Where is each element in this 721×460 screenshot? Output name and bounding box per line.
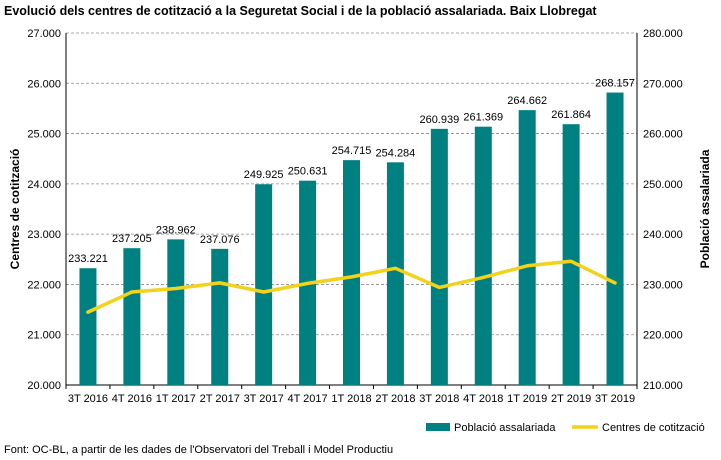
x-tick-label: 3T 2017 xyxy=(244,393,284,405)
line-point xyxy=(174,286,178,291)
bar xyxy=(123,248,141,385)
legend-line-label: Centres de cotització xyxy=(602,422,705,434)
bar-data-label: 238.962 xyxy=(156,224,196,236)
y-right-tick-label: 260.000 xyxy=(643,129,683,141)
x-tick-label: 2T 2018 xyxy=(375,393,415,405)
y-right-tick-label: 270.000 xyxy=(643,78,683,90)
y-left-tick-label: 23.000 xyxy=(27,229,61,241)
bar xyxy=(430,128,448,385)
bar xyxy=(562,124,580,385)
line-point xyxy=(349,275,354,279)
bar xyxy=(211,248,229,385)
x-tick-label: 2T 2019 xyxy=(551,393,591,405)
bar-data-label: 250.631 xyxy=(288,166,328,178)
source-note: Font: OC-BL, a partir de les dades de l'… xyxy=(4,444,394,456)
line-point xyxy=(481,275,485,279)
y-left-tick-label: 20.000 xyxy=(27,380,61,392)
line-point xyxy=(525,264,529,268)
bar xyxy=(343,160,360,385)
y-right-tick-label: 220.000 xyxy=(643,330,683,342)
x-tick-label: 1T 2018 xyxy=(331,393,371,405)
y-right-tick-label: 210.000 xyxy=(643,380,683,392)
x-tick-label: 1T 2019 xyxy=(507,393,547,405)
legend-bar-swatch xyxy=(426,423,450,431)
bar xyxy=(518,110,536,385)
line-point xyxy=(86,310,90,314)
line-point xyxy=(613,281,617,285)
y-right-axis-title: Població assalariada xyxy=(698,149,712,268)
bar-data-label: 233.221 xyxy=(68,253,108,265)
line-point xyxy=(305,281,310,286)
y-right-tick-label: 280.000 xyxy=(643,28,683,40)
y-left-tick-label: 25.000 xyxy=(27,129,61,141)
bar-data-label: 254.715 xyxy=(332,145,372,157)
x-tick-label: 3T 2019 xyxy=(595,393,635,405)
bar-data-label: 260.939 xyxy=(419,114,459,126)
x-tick-label: 2T 2017 xyxy=(200,393,240,405)
bar xyxy=(606,92,624,385)
bar xyxy=(79,268,97,385)
bar xyxy=(255,184,273,385)
legend-bar-label: Població assalariada xyxy=(454,422,556,434)
y-right-tick-label: 250.000 xyxy=(643,179,683,191)
y-left-tick-label: 24.000 xyxy=(27,179,61,191)
bar-data-label: 237.076 xyxy=(200,234,240,246)
line-point xyxy=(218,281,222,285)
bar xyxy=(386,162,404,385)
bar xyxy=(474,126,492,385)
y-left-tick-label: 22.000 xyxy=(27,279,61,291)
y-left-tick-label: 26.000 xyxy=(27,78,61,90)
x-tick-label: 3T 2016 xyxy=(68,393,108,405)
x-tick-label: 3T 2018 xyxy=(419,393,459,405)
y-left-tick-label: 27.000 xyxy=(27,28,61,40)
line-point xyxy=(130,290,134,294)
chart: 20.000 21.000 22.000 23.000 24.000 25.000 26.0… xyxy=(8,28,712,434)
bar-data-label: 264.662 xyxy=(507,95,547,107)
y-left-tick-label: 21.000 xyxy=(27,330,61,342)
y-left-axis-title: Centres de cotització xyxy=(8,149,22,270)
line-point xyxy=(393,266,398,270)
chart-title: Evolució dels centres de cotització a la… xyxy=(4,4,597,18)
bar-data-label: 261.369 xyxy=(463,112,503,124)
bar-data-label: 268.157 xyxy=(595,78,635,90)
bar xyxy=(167,239,185,385)
bar-data-label: 249.925 xyxy=(244,169,284,181)
y-right-tick-label: 230.000 xyxy=(643,279,683,291)
bar-data-label: 237.205 xyxy=(112,233,152,245)
x-tick-label: 4T 2016 xyxy=(112,393,152,405)
x-tick-label: 1T 2017 xyxy=(156,393,196,405)
x-tick-label: 4T 2017 xyxy=(287,393,327,405)
line-point xyxy=(262,290,266,294)
y-right-tick-label: 240.000 xyxy=(643,229,683,241)
line-point xyxy=(569,259,573,263)
line-point xyxy=(437,285,441,290)
bar-data-label: 254.284 xyxy=(376,147,416,159)
x-tick-label: 4T 2018 xyxy=(463,393,503,405)
bar-data-label: 261.864 xyxy=(551,109,591,121)
